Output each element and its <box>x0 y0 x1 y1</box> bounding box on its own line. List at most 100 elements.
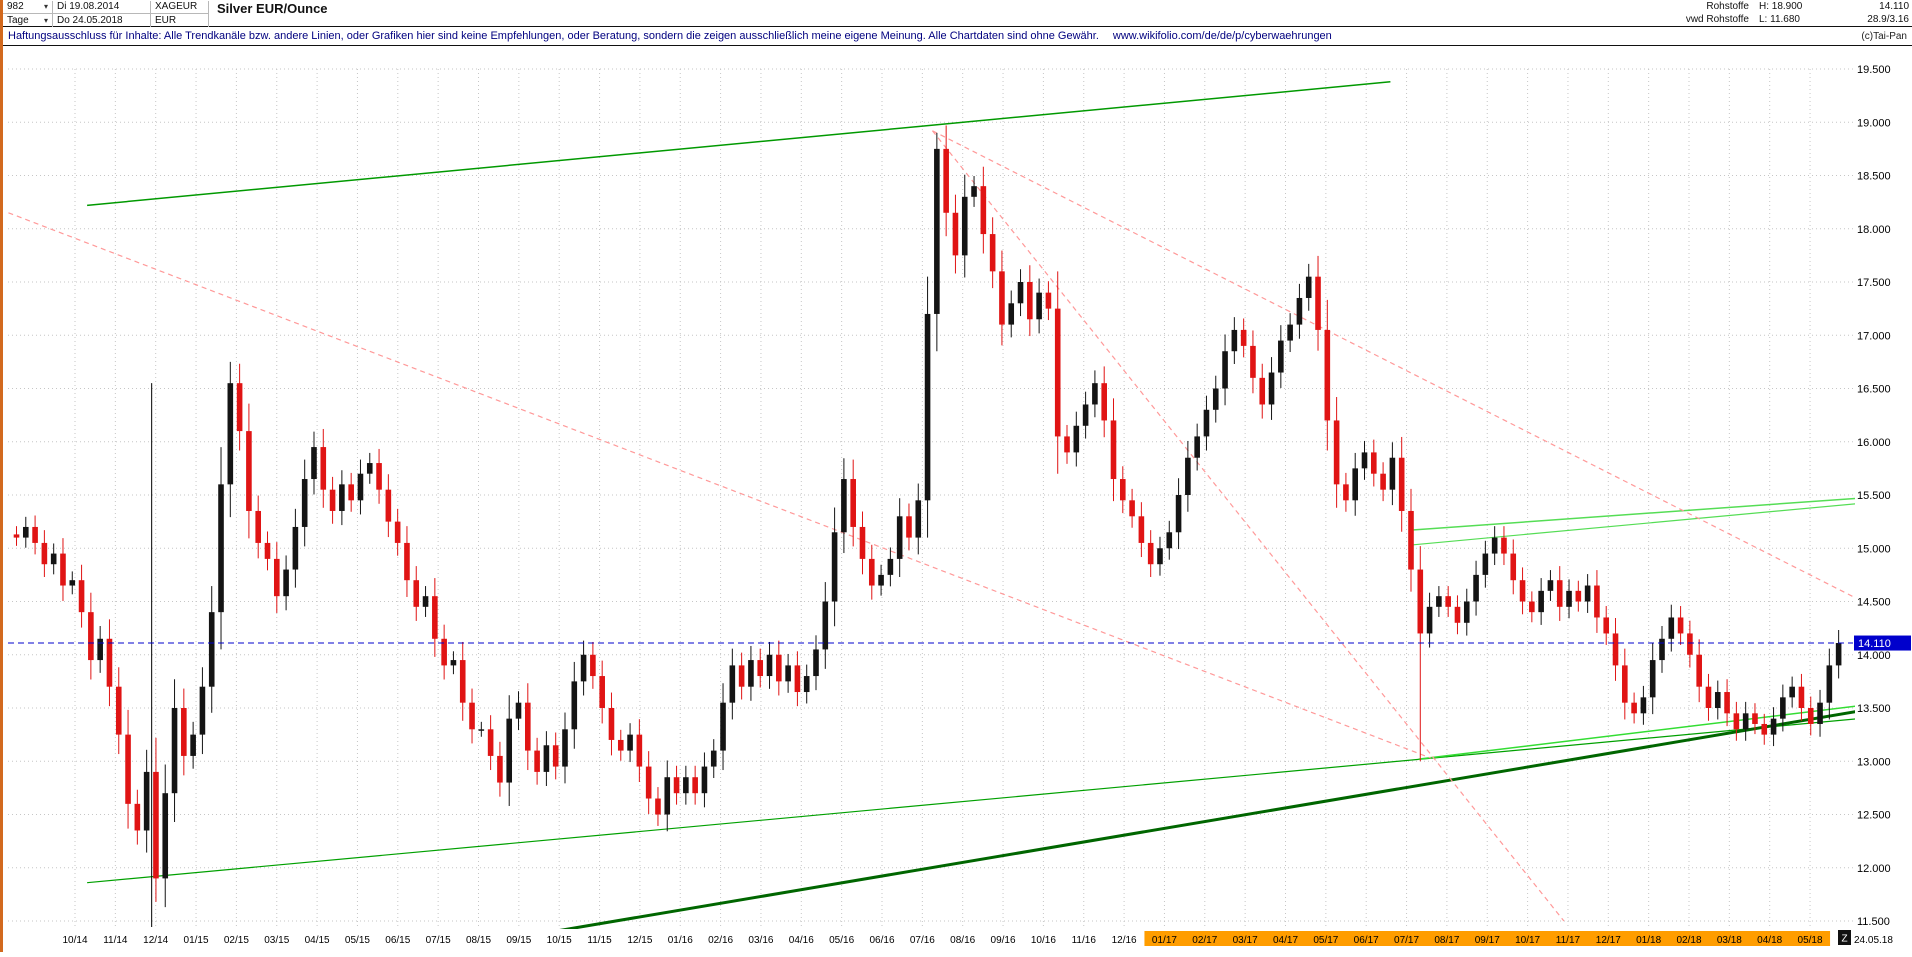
candle-body <box>599 676 605 708</box>
candle-body <box>13 534 20 538</box>
candle-body <box>813 649 819 677</box>
candle-body <box>22 526 29 538</box>
candle-body <box>1008 303 1015 325</box>
candle-body <box>1398 457 1405 511</box>
chart-header: 982 ▾ Di 19.08.2014 XAGEUR Tage ▾ Do 24.… <box>3 0 1912 27</box>
chevron-down-icon: ▾ <box>43 2 48 11</box>
candle-body <box>934 148 940 314</box>
x-axis-label: 08/17 <box>1434 935 1459 946</box>
grid-layer <box>8 68 1853 927</box>
candle-body <box>153 771 159 879</box>
candle-body <box>1212 388 1219 410</box>
candle-body <box>1259 377 1266 405</box>
candle-body <box>1510 553 1517 581</box>
candle-body <box>1305 276 1312 298</box>
candle-body <box>311 447 317 480</box>
trendlines-layer <box>8 81 1855 929</box>
candle-body <box>1556 580 1563 607</box>
z-button-label: Z <box>1841 934 1847 945</box>
candle-body <box>1566 590 1572 607</box>
candle-body <box>1138 516 1145 543</box>
x-axis-label: 05/16 <box>829 935 854 946</box>
header-right-info: Rohstoffe H: 18.900 14.110 vwd Rohstoffe… <box>1686 1 1912 26</box>
bars-count-dropdown[interactable]: 982 ▾ <box>3 1 53 14</box>
candle-body <box>655 798 661 815</box>
candle-body <box>1491 537 1498 554</box>
chevron-down-icon: ▾ <box>43 15 48 25</box>
chart-title: Silver EUR/Ounce <box>217 1 328 16</box>
candle-body <box>1547 580 1554 591</box>
candle-body <box>673 777 680 794</box>
price-chart-canvas[interactable]: 19.500 19.000 18.500 18.000 17.500 17.000 16.5… <box>0 47 1912 952</box>
x-axis-label: 03/17 <box>1233 935 1258 946</box>
candle-body <box>961 196 968 256</box>
x-axis-label: 11/14 <box>103 935 128 946</box>
x-axis-label: 01/18 <box>1636 935 1661 946</box>
high-label: H: 18.900 <box>1759 1 1803 12</box>
y-axis-label: 15.000 <box>1857 543 1891 555</box>
candle-body <box>915 500 922 538</box>
candle-body <box>1352 468 1359 501</box>
candle-body <box>878 574 884 586</box>
candle-body <box>1129 500 1135 517</box>
disclaimer-text: Haftungsausschluss für Inhalte: Alle Tre… <box>8 30 1099 42</box>
candle-body <box>803 676 810 693</box>
period-dropdown[interactable]: Tage ▾ <box>3 14 53 27</box>
candle-body <box>1807 708 1814 724</box>
x-axis-label: 09/17 <box>1475 935 1500 946</box>
candle-body <box>459 660 466 703</box>
candle-body <box>776 654 782 682</box>
candle-body <box>1640 697 1647 714</box>
candle-body <box>1687 633 1693 655</box>
x-axis-label: 06/17 <box>1354 935 1379 946</box>
candle-body <box>339 484 345 511</box>
candle-body <box>552 745 559 767</box>
x-axis-label: 02/18 <box>1676 935 1701 946</box>
candle-body <box>1324 329 1331 421</box>
y-axis-label: 16.500 <box>1857 384 1891 396</box>
candle-body <box>943 148 949 213</box>
trendline-red-downtrend-left <box>8 212 1431 759</box>
y-axis-label: 14.500 <box>1857 597 1891 609</box>
candle-body <box>1064 436 1070 453</box>
candle-body <box>664 777 671 815</box>
trendline-red-downtrend-from-peak-shallow <box>932 130 1855 599</box>
candle-body <box>422 596 429 607</box>
currency-label: EUR <box>151 14 209 27</box>
candle-body <box>1612 633 1619 666</box>
y-axis-label: 19.000 <box>1857 117 1891 129</box>
low-label: L: 11.680 <box>1759 14 1800 25</box>
candle-body <box>1436 596 1442 607</box>
candle-body <box>1380 473 1386 490</box>
candle-body <box>1714 692 1721 708</box>
candle-body <box>636 734 643 767</box>
candle-body <box>134 803 141 831</box>
candle-body <box>720 702 726 751</box>
candle-body <box>255 510 262 543</box>
candle-body <box>1296 297 1303 325</box>
candle-body <box>506 718 513 783</box>
candle-body <box>478 729 485 731</box>
candle-body <box>580 654 587 682</box>
candle-body <box>1826 665 1833 703</box>
z-button[interactable]: Z <box>1838 930 1851 945</box>
candle-body <box>1603 617 1610 634</box>
candle-body <box>1231 329 1238 352</box>
candle-body <box>1203 409 1210 437</box>
candle-body <box>924 313 931 501</box>
candle-body <box>1789 686 1795 698</box>
candle-body <box>1733 713 1740 730</box>
candle-body <box>1417 569 1424 634</box>
candle-body <box>1761 723 1768 735</box>
y-axis-label: 18.500 <box>1857 171 1891 183</box>
candle-body <box>348 484 354 501</box>
end-date-label: Do 24.05.2018 <box>53 14 151 27</box>
y-axis-label: 14.000 <box>1857 650 1891 662</box>
y-axis-label: 12.500 <box>1857 810 1891 822</box>
candles-layer <box>13 125 1842 908</box>
x-axis-label: 10/17 <box>1515 935 1540 946</box>
last-price-label: 14.110 <box>1879 1 1909 12</box>
candle-body <box>1408 510 1414 570</box>
candle-body <box>710 750 717 767</box>
y-axis-label: 13.500 <box>1857 703 1891 715</box>
